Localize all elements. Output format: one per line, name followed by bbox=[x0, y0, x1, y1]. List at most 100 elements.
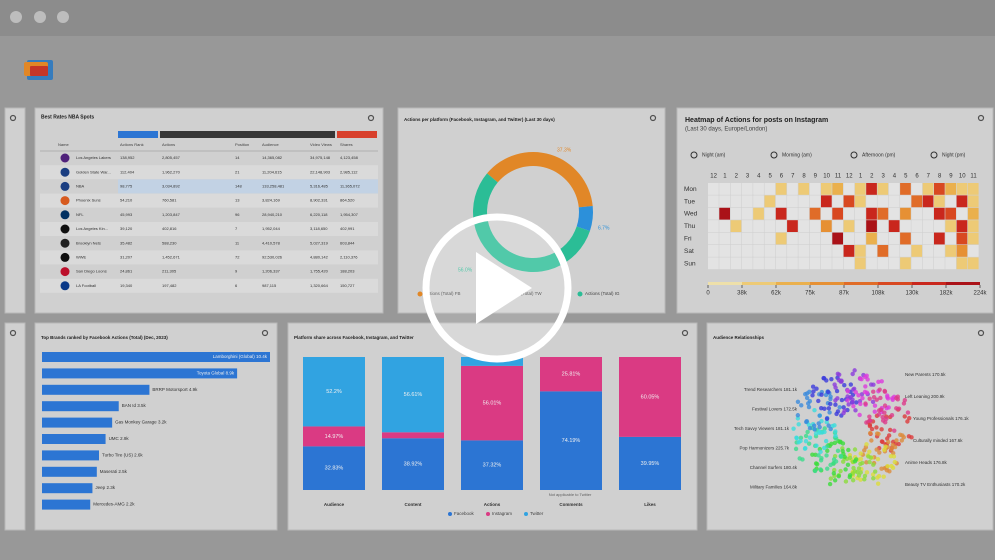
table-cell: 1,962,270 bbox=[162, 169, 181, 174]
table-cell: 211,305 bbox=[162, 269, 177, 274]
table-cell: 188,203 bbox=[340, 269, 355, 274]
table-cell: 28,940,210 bbox=[262, 212, 283, 217]
network-node bbox=[867, 449, 872, 454]
table-cell: 3,034,892 bbox=[162, 183, 181, 188]
settings-icon[interactable] bbox=[261, 329, 269, 337]
heatmap-cell bbox=[934, 220, 945, 232]
table-cell: 2,985,112 bbox=[340, 169, 358, 174]
network-node bbox=[905, 419, 910, 424]
heatmap-cell bbox=[877, 232, 889, 245]
heatmap-cell bbox=[956, 183, 968, 195]
heatmap-cell bbox=[967, 207, 979, 220]
heatmap-cell bbox=[922, 257, 934, 270]
cluster-label: Culturally minded 167.6k bbox=[913, 438, 963, 443]
network-node bbox=[834, 388, 840, 394]
window-dot[interactable] bbox=[10, 11, 22, 23]
heatmap-cell bbox=[911, 195, 923, 208]
network-node bbox=[879, 466, 884, 471]
network-node bbox=[858, 401, 863, 407]
table-cell: 1,206,337 bbox=[262, 269, 281, 274]
network-node bbox=[791, 426, 796, 431]
heatmap-cell bbox=[809, 257, 821, 270]
network-node bbox=[827, 481, 833, 487]
network-node bbox=[864, 460, 869, 465]
heatmap-cell bbox=[877, 207, 889, 220]
network-node bbox=[835, 371, 841, 377]
settings-icon[interactable] bbox=[977, 329, 985, 337]
window-dot[interactable] bbox=[57, 11, 69, 23]
heatmap-cell bbox=[775, 195, 787, 208]
network-node bbox=[859, 392, 865, 397]
cluster-label: Pop Harmonizers 225.7k bbox=[739, 446, 789, 451]
table-cell: San Diego Loons bbox=[76, 269, 107, 274]
heatmap-cell bbox=[753, 207, 764, 220]
network-node bbox=[856, 393, 861, 398]
heatmap-cell bbox=[775, 232, 787, 245]
column-header: Audience bbox=[262, 142, 279, 147]
heatmap-cell bbox=[764, 232, 776, 245]
legend-label: Facebook bbox=[454, 511, 475, 516]
heatmap-cell bbox=[741, 232, 753, 245]
segment-label: 60.05% bbox=[641, 394, 660, 400]
row-stripe bbox=[40, 250, 378, 265]
table-cell: 1,320,664 bbox=[310, 283, 329, 288]
network-node bbox=[878, 395, 883, 401]
network-node bbox=[798, 438, 803, 444]
heatmap-cell bbox=[798, 232, 810, 245]
bar-name: BRRP Motorsport bbox=[152, 387, 188, 392]
network-node bbox=[850, 478, 856, 483]
hour-label: 4 bbox=[757, 174, 761, 180]
heatmap-cell bbox=[708, 195, 719, 208]
table-cell: 31,207 bbox=[120, 254, 133, 259]
bar-segment bbox=[540, 391, 602, 490]
table-cell: 98,775 bbox=[120, 183, 133, 188]
settings-icon[interactable] bbox=[681, 329, 689, 337]
row-stripe bbox=[40, 222, 378, 236]
network-node bbox=[880, 414, 885, 420]
cluster-label: Channel Surfers 180.4k bbox=[750, 465, 798, 470]
settings-icon[interactable] bbox=[649, 114, 657, 122]
network-node bbox=[828, 394, 833, 399]
heatmap-cell bbox=[832, 232, 843, 245]
heatmap-cell bbox=[967, 183, 979, 195]
heatmap-cell bbox=[764, 195, 776, 208]
segment-label: 37.32% bbox=[483, 463, 502, 469]
heatmap-cell bbox=[719, 183, 730, 195]
network-node bbox=[866, 454, 871, 459]
period-label: Morning (am) bbox=[782, 152, 812, 158]
network-node bbox=[860, 395, 865, 401]
network-node bbox=[829, 376, 834, 382]
network-node bbox=[828, 426, 833, 432]
network-node bbox=[884, 416, 889, 421]
window-dot[interactable] bbox=[34, 11, 46, 23]
heatmap-cell bbox=[832, 207, 843, 220]
row-stripe bbox=[40, 193, 378, 208]
hour-label: 9 bbox=[814, 174, 818, 180]
heatmap-cell bbox=[741, 183, 753, 195]
bar-value: 8.9k bbox=[226, 371, 235, 376]
network-node bbox=[883, 444, 888, 449]
heatmap-cell bbox=[821, 257, 832, 270]
team-logo bbox=[60, 181, 70, 191]
network-node bbox=[853, 408, 858, 413]
table-cell: Los Angeles Lakers bbox=[76, 155, 111, 160]
network-node bbox=[882, 388, 887, 394]
table-cell: 11,204,615 bbox=[262, 169, 282, 174]
network-node bbox=[875, 457, 881, 462]
settings-icon[interactable] bbox=[977, 114, 985, 122]
network-node bbox=[832, 478, 838, 483]
play-icon[interactable] bbox=[476, 252, 532, 324]
hour-label: 5 bbox=[768, 174, 772, 180]
settings-icon[interactable] bbox=[9, 329, 17, 337]
network-node bbox=[817, 424, 822, 430]
network-node bbox=[806, 441, 812, 446]
category-label: Audience bbox=[324, 502, 345, 507]
settings-icon[interactable] bbox=[9, 114, 17, 122]
settings-icon[interactable] bbox=[367, 114, 375, 122]
panel bbox=[4, 322, 26, 531]
bar-label: Maserati 2.5k bbox=[100, 469, 128, 474]
hour-label: 8 bbox=[802, 174, 806, 180]
heatmap-cell bbox=[945, 232, 956, 245]
network-node bbox=[889, 446, 894, 452]
